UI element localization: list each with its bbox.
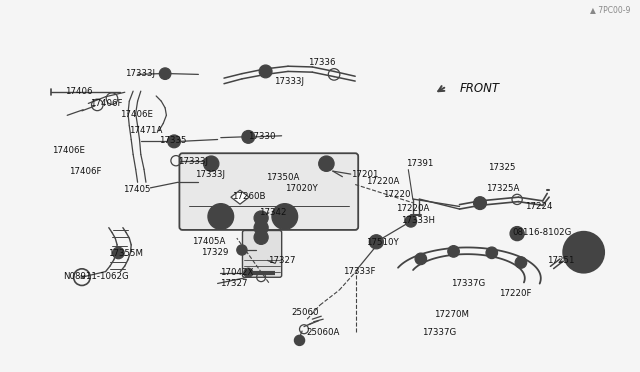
Circle shape	[213, 209, 228, 224]
Circle shape	[474, 197, 486, 209]
Text: 17042X: 17042X	[220, 268, 253, 277]
Circle shape	[486, 247, 497, 259]
Text: 17020Y: 17020Y	[285, 185, 317, 193]
Circle shape	[510, 227, 524, 241]
Text: 17355M: 17355M	[108, 249, 143, 258]
Text: 17337G: 17337G	[451, 279, 486, 288]
Circle shape	[254, 211, 268, 225]
Text: 17333J: 17333J	[178, 157, 208, 166]
Text: 17201: 17201	[351, 170, 378, 179]
Text: 17342: 17342	[259, 208, 287, 217]
Circle shape	[204, 156, 219, 171]
Text: 17335: 17335	[159, 136, 186, 145]
Text: 25060: 25060	[291, 308, 319, 317]
Circle shape	[208, 204, 234, 229]
Circle shape	[242, 131, 255, 143]
Circle shape	[575, 244, 592, 260]
Circle shape	[563, 232, 604, 273]
Circle shape	[515, 257, 527, 268]
Circle shape	[294, 335, 305, 346]
Text: 17406E: 17406E	[120, 110, 154, 119]
Circle shape	[415, 253, 427, 264]
Text: 17391: 17391	[406, 159, 433, 168]
Text: 17329: 17329	[201, 248, 228, 257]
Text: 17270M: 17270M	[434, 310, 469, 319]
Text: 17224: 17224	[525, 202, 552, 211]
Text: ▲ 7PC00-9: ▲ 7PC00-9	[590, 5, 630, 14]
Text: 17406F: 17406F	[69, 167, 102, 176]
Circle shape	[319, 156, 334, 171]
Circle shape	[254, 221, 268, 235]
FancyBboxPatch shape	[179, 153, 358, 230]
Text: 08116-8102G: 08116-8102G	[512, 228, 572, 237]
Text: 17405: 17405	[123, 185, 150, 194]
Text: B: B	[515, 231, 520, 236]
Text: 17325A: 17325A	[486, 185, 520, 193]
Text: 17251: 17251	[547, 256, 575, 265]
Text: 17327: 17327	[220, 279, 247, 288]
Circle shape	[159, 68, 171, 79]
Text: 17220A: 17220A	[396, 204, 429, 213]
Text: 17220F: 17220F	[499, 289, 532, 298]
Circle shape	[272, 204, 298, 229]
Text: 17333H: 17333H	[401, 216, 435, 225]
Polygon shape	[231, 190, 249, 204]
Circle shape	[570, 238, 598, 266]
Text: FRONT: FRONT	[460, 82, 499, 95]
Circle shape	[244, 268, 253, 277]
Text: 17220: 17220	[383, 190, 410, 199]
FancyBboxPatch shape	[243, 231, 282, 277]
Text: 17406: 17406	[65, 87, 93, 96]
Circle shape	[237, 245, 247, 255]
Text: 17327: 17327	[268, 256, 295, 265]
Text: 17220A: 17220A	[366, 177, 399, 186]
Circle shape	[277, 209, 292, 224]
Circle shape	[369, 235, 383, 249]
Text: 17333J: 17333J	[195, 170, 225, 179]
Text: 17336: 17336	[308, 58, 336, 67]
Text: 17260B: 17260B	[232, 192, 265, 201]
Text: N: N	[79, 275, 84, 280]
Circle shape	[405, 216, 417, 227]
Text: 17325: 17325	[488, 163, 515, 172]
Circle shape	[259, 65, 272, 78]
Text: 17406E: 17406E	[52, 146, 86, 155]
Text: 17333J: 17333J	[125, 69, 155, 78]
Text: 17337G: 17337G	[422, 328, 457, 337]
Text: 17510Y: 17510Y	[366, 238, 399, 247]
Text: 17405A: 17405A	[192, 237, 225, 246]
Text: 17471A: 17471A	[129, 126, 163, 135]
Text: 17406F: 17406F	[90, 99, 122, 108]
Text: 17333F: 17333F	[343, 267, 376, 276]
Circle shape	[168, 135, 180, 148]
Text: N08911-1062G: N08911-1062G	[63, 272, 129, 280]
Circle shape	[113, 247, 124, 259]
Text: 17330: 17330	[248, 132, 276, 141]
Text: 17333J: 17333J	[274, 77, 304, 86]
Text: 25060A: 25060A	[306, 328, 339, 337]
Text: 17350A: 17350A	[266, 173, 299, 182]
Circle shape	[448, 246, 460, 257]
Circle shape	[254, 230, 268, 244]
